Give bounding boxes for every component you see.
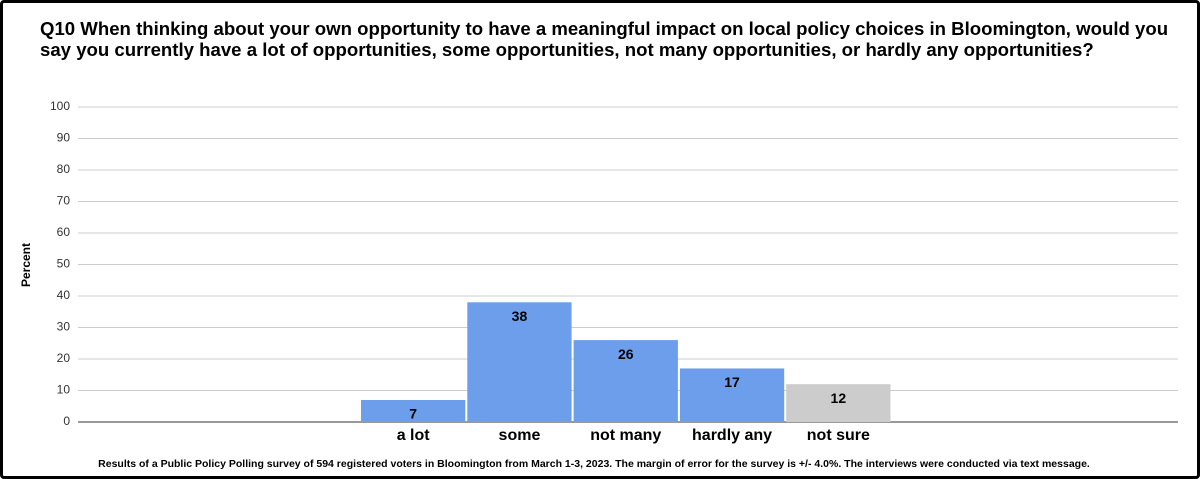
y-tick-label: 80 <box>57 162 71 176</box>
y-tick-label: 30 <box>57 320 71 334</box>
x-tick-label: hardly any <box>692 427 772 444</box>
y-tick-label: 90 <box>57 131 71 145</box>
y-tick-label: 50 <box>57 257 71 271</box>
value-label: 26 <box>618 346 634 362</box>
y-tick-label: 70 <box>57 194 71 208</box>
bar <box>361 399 466 422</box>
value-label: 12 <box>831 390 847 406</box>
x-tick-label: some <box>499 427 541 444</box>
y-tick-label: 10 <box>57 383 71 397</box>
x-tick-label: a lot <box>397 427 431 444</box>
y-tick-label: 40 <box>57 288 71 302</box>
bar <box>679 368 785 422</box>
y-tick-label: 100 <box>50 99 70 113</box>
y-axis-label: Percent <box>19 243 33 287</box>
footnote: Results of a Public Policy Polling surve… <box>98 458 1090 470</box>
chart-title: Q10 When thinking about your own opportu… <box>40 18 1169 60</box>
x-tick-label: not many <box>590 427 661 444</box>
value-label: 7 <box>409 406 417 422</box>
bar <box>573 340 678 422</box>
value-label: 17 <box>724 374 740 390</box>
y-tick-label: 0 <box>63 414 70 428</box>
bar <box>467 302 572 422</box>
x-tick-label: not sure <box>807 427 870 444</box>
y-tick-label: 60 <box>57 225 71 239</box>
value-label: 38 <box>512 308 528 324</box>
y-tick-label: 20 <box>57 351 71 365</box>
bar <box>786 384 891 422</box>
